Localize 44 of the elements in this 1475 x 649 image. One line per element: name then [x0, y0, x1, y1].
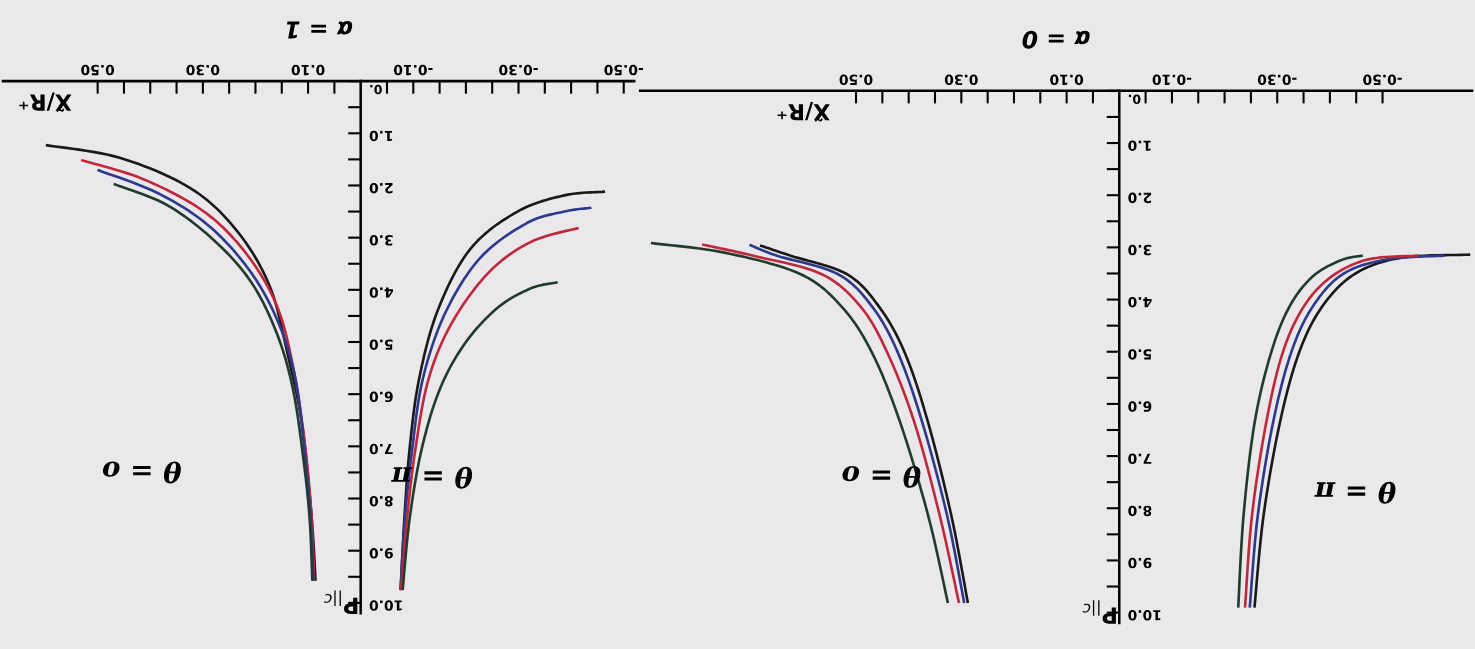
y-tick-label: 0.: [370, 84, 382, 95]
x-tick-label: -0.50: [604, 64, 643, 76]
y-tick-label: 10.0: [369, 600, 402, 611]
y-tick-label: 8.0: [1128, 505, 1152, 517]
x-tick-label: 0.50: [81, 64, 115, 76]
y-tick-label: 7.0: [369, 443, 393, 455]
y-tick-label: 3.0: [1128, 244, 1152, 256]
annotation: θ = π: [1314, 481, 1396, 504]
y-tick-label: 10.0: [1128, 610, 1161, 621]
chart-title: α = 1: [286, 21, 353, 39]
x-tick-label: -0.30: [1257, 74, 1297, 86]
annotation: θ = o: [102, 461, 181, 484]
x-tick-label: 0.10: [1050, 74, 1084, 86]
y-tick-label: 6.0: [1128, 401, 1152, 412]
x-tick-label: -0.50: [1363, 74, 1402, 86]
y-tick-label: 5.0: [1128, 349, 1152, 360]
y-tick-label: 1.0: [369, 130, 393, 142]
x-tick-label: -0.10: [393, 64, 433, 76]
y-tick-label: 7.0: [1128, 453, 1152, 464]
y-tick-label: 8.0: [369, 495, 393, 507]
y-tick-label: 2.0: [369, 182, 393, 194]
y-tick-label: 0.: [1128, 94, 1141, 104]
y-axis-title: P$_{||c}$: [324, 590, 358, 614]
y-tick-label: 9.0: [1128, 557, 1152, 569]
annotation: θ = π: [391, 466, 473, 489]
chart-title: α = 0: [1022, 30, 1090, 49]
y-tick-label: 4.0: [369, 287, 393, 298]
y-tick-label: 9.0: [369, 548, 393, 559]
x-axis-title: X̃/R⁺: [19, 92, 72, 112]
x-tick-label: -0.10: [1152, 74, 1192, 86]
x-tick-label: 0.30: [944, 74, 978, 86]
y-axis-title: P$_{||c}$: [1082, 600, 1116, 624]
annotation: θ = o: [842, 465, 921, 488]
y-tick-label: 5.0: [369, 339, 393, 350]
y-tick-label: 1.0: [1128, 140, 1151, 151]
x-tick-label: 0.30: [186, 64, 220, 76]
y-tick-label: 2.0: [1128, 192, 1152, 204]
x-tick-label: 0.10: [291, 64, 325, 76]
x-tick-label: 0.50: [839, 74, 873, 86]
x-tick-label: -0.30: [499, 64, 538, 76]
x-axis-title: X̃/R⁺: [777, 102, 830, 122]
y-tick-label: 6.0: [369, 391, 393, 403]
y-tick-label: 3.0: [369, 235, 393, 246]
y-tick-label: 4.0: [1128, 296, 1152, 308]
